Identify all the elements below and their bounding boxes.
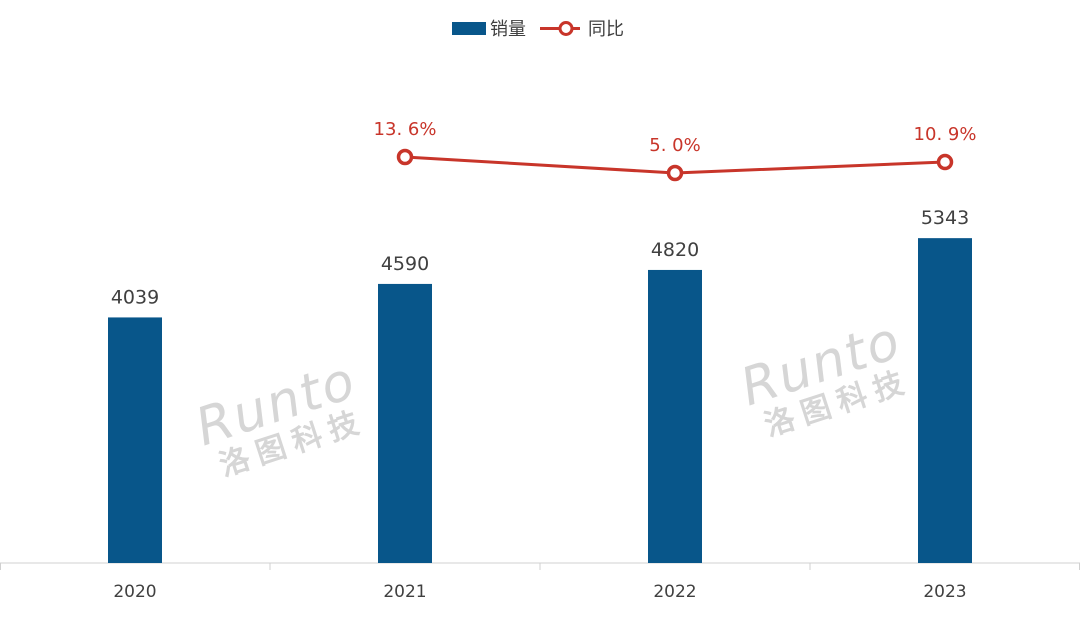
bar-data-label: 4590 xyxy=(381,253,429,275)
bar-data-label: 5343 xyxy=(921,207,969,229)
bar-2023 xyxy=(918,238,972,563)
line-data-label: 10. 9% xyxy=(914,124,977,145)
x-tick-label: 2021 xyxy=(383,582,426,602)
x-tick-label: 2020 xyxy=(113,582,156,602)
legend-label-bar: 销量 xyxy=(490,19,526,40)
bar-2020 xyxy=(108,317,162,563)
legend-label-line: 同比 xyxy=(588,19,624,40)
bar-data-label: 4039 xyxy=(111,286,159,308)
bar-data-label: 4820 xyxy=(651,239,699,261)
bar-2022 xyxy=(648,269,702,563)
line-data-label: 5. 0% xyxy=(649,135,700,156)
yoy-point-2021 xyxy=(396,148,414,166)
line-data-label: 13. 6% xyxy=(374,119,437,140)
yoy-point-2023 xyxy=(936,153,954,171)
legend-marker-line xyxy=(558,21,574,36)
bar-2021 xyxy=(378,283,432,563)
legend-swatch-bar xyxy=(452,22,486,35)
x-tick-label: 2023 xyxy=(923,582,966,602)
x-tick-label: 2022 xyxy=(653,582,696,602)
yoy-point-2022 xyxy=(666,164,684,182)
